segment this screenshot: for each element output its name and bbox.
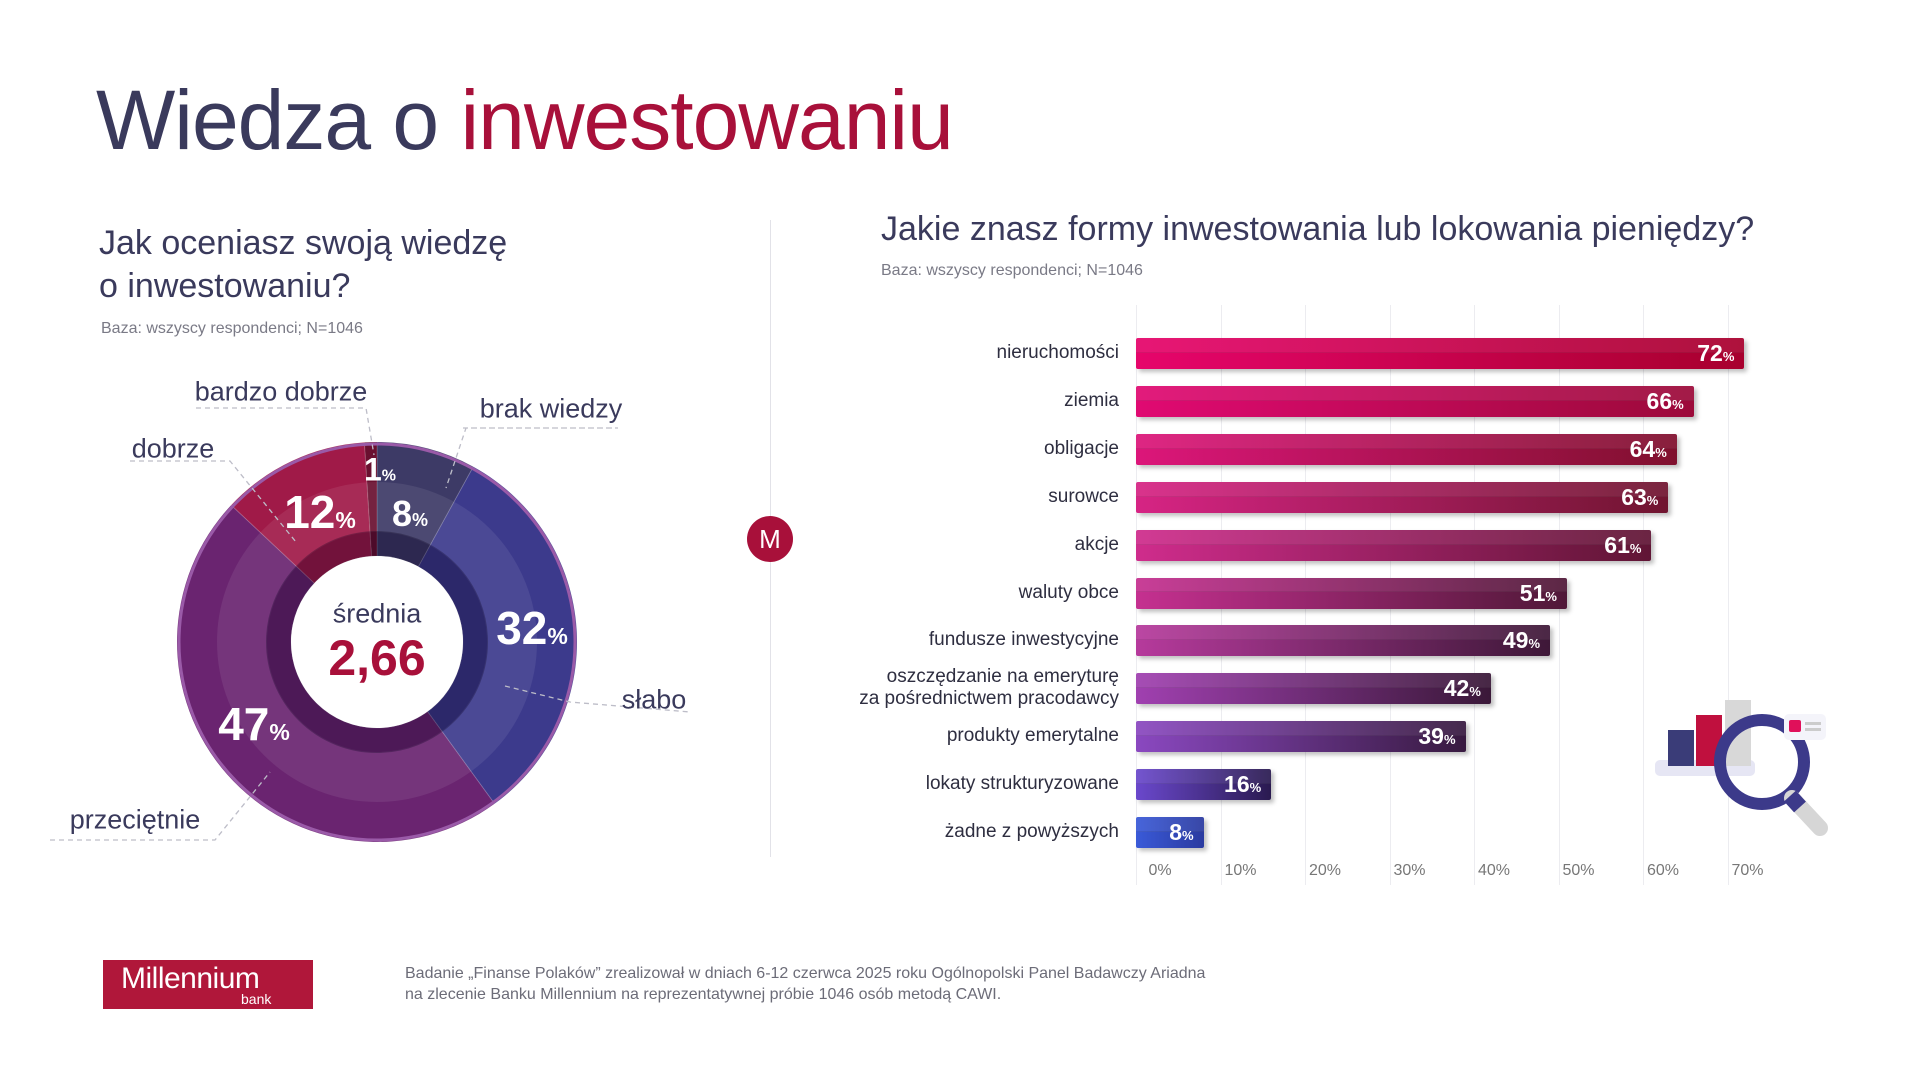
bar-category-label: fundusze inwestycyjne	[928, 629, 1119, 651]
left-question-line1: Jak oceniasz swoją wiedzę	[99, 224, 508, 262]
x-tick-label: 10%	[1224, 862, 1257, 879]
bar-category-label: nieruchomości	[996, 342, 1120, 363]
right-question: Jakie znasz formy inwestowania lub lokow…	[881, 210, 1755, 248]
bar-category-label: żadne z powyższych	[944, 821, 1119, 842]
donut-center	[291, 556, 463, 728]
bar-category-label: akcje	[1074, 533, 1119, 555]
bar-value-label: 63%	[1621, 483, 1659, 510]
bar: 49%	[1136, 625, 1551, 657]
bar-category-label: oszczędzanie na emeryturę za pośrednictw…	[859, 666, 1119, 710]
x-tick-label: 50%	[1562, 862, 1595, 879]
x-tick-label: 70%	[1731, 862, 1764, 879]
bar: 72%	[1136, 338, 1745, 369]
gridline	[1727, 305, 1729, 885]
bar: 16%	[1136, 769, 1272, 801]
average-label: średnia	[332, 598, 422, 629]
left-base-note: Baza: wszyscy respondenci; N=1046	[101, 320, 363, 337]
logo-subtext: bank	[241, 991, 272, 1007]
bar-category-label: produkty emerytalne	[946, 725, 1119, 747]
left-question-line2: o inwestowaniu?	[99, 267, 351, 305]
title-part-accent: inwestowaniu	[460, 73, 954, 167]
value-bardzo-dobrze: 1%	[363, 451, 397, 488]
bar-value-label: 39%	[1418, 723, 1456, 750]
footer-note-line2: na zlecenie Banku Millennium na reprezen…	[405, 986, 1002, 1003]
x-tick-label: 60%	[1646, 862, 1680, 879]
value-dobrze: 12%	[284, 486, 356, 538]
bar: 51%	[1136, 577, 1567, 609]
bar-value-label: 66%	[1646, 387, 1684, 414]
bar-category-label: waluty obce	[1018, 581, 1119, 603]
donut-inner-shadow-ring	[266, 531, 488, 753]
donut-rim	[177, 442, 577, 842]
bar: 39%	[1136, 721, 1466, 753]
donut-chart	[50, 407, 691, 843]
title-part-dark: Wiedza o	[96, 73, 461, 167]
bar-value-label: 49%	[1502, 627, 1541, 654]
average-value: 2,66	[328, 630, 426, 686]
bar: 63%	[1136, 481, 1669, 513]
value-slabo: 32%	[496, 602, 568, 654]
page-title: Wiedza o inwestowaniu	[96, 72, 954, 169]
bar-value-label: 16%	[1224, 771, 1262, 798]
millennium-logo: Millennium bank	[103, 960, 313, 1009]
label-bardzo-dobrze: bardzo dobrze	[194, 376, 368, 407]
label-slabo: słabo	[621, 684, 687, 715]
bar-category-label: surowce	[1048, 485, 1119, 507]
footer-note: Badanie „Finanse Polaków” zrealizował w …	[405, 963, 1205, 1005]
leader-lines	[50, 407, 691, 841]
value-brak-wiedzy: 8%	[391, 493, 429, 534]
bar-value-label: 61%	[1604, 531, 1642, 558]
bar: 66%	[1136, 385, 1694, 417]
gridline	[1643, 305, 1644, 885]
bar: 8%	[1136, 817, 1204, 848]
brand-m-badge: M	[747, 516, 793, 562]
right-base-note: Baza: wszyscy respondenci; N=1046	[881, 262, 1143, 279]
label-dobrze: dobrze	[131, 433, 215, 464]
value-przecietnie: 47%	[218, 698, 290, 750]
x-tick-label: 40%	[1477, 862, 1511, 879]
x-tick-label: 30%	[1393, 862, 1426, 879]
donut-highlight-ring	[217, 482, 537, 802]
label-przecietnie: przeciętnie	[69, 804, 201, 835]
bar-value-label: 42%	[1443, 675, 1481, 702]
left-question: Jak oceniasz swoją wiedzę o inwestowaniu…	[99, 222, 507, 308]
bar: 61%	[1136, 529, 1652, 561]
footer-note-line1: Badanie „Finanse Polaków” zrealizował w …	[405, 965, 1206, 982]
bar-value-label: 8%	[1169, 819, 1194, 845]
bar-value-label: 51%	[1519, 579, 1557, 606]
bar-value-label: 72%	[1697, 340, 1735, 366]
bar-category-label: lokaty strukturyzowane	[925, 773, 1119, 795]
logo-text: Millennium	[121, 962, 260, 995]
bar: 42%	[1136, 673, 1491, 705]
magnifier-icon	[1714, 714, 1810, 810]
bar-value-label: 64%	[1629, 435, 1667, 462]
x-tick-label: 20%	[1308, 862, 1342, 879]
bar-category-label: obligacje	[1044, 437, 1119, 459]
magnifier-chart-illustration	[1655, 700, 1828, 836]
illustration-bar-icon	[1668, 730, 1694, 766]
label-brak-wiedzy: brak wiedzy	[479, 393, 623, 424]
bar-category-label: ziemia	[1064, 389, 1119, 411]
x-tick-label: 0%	[1148, 862, 1172, 879]
bar: 64%	[1136, 433, 1677, 465]
